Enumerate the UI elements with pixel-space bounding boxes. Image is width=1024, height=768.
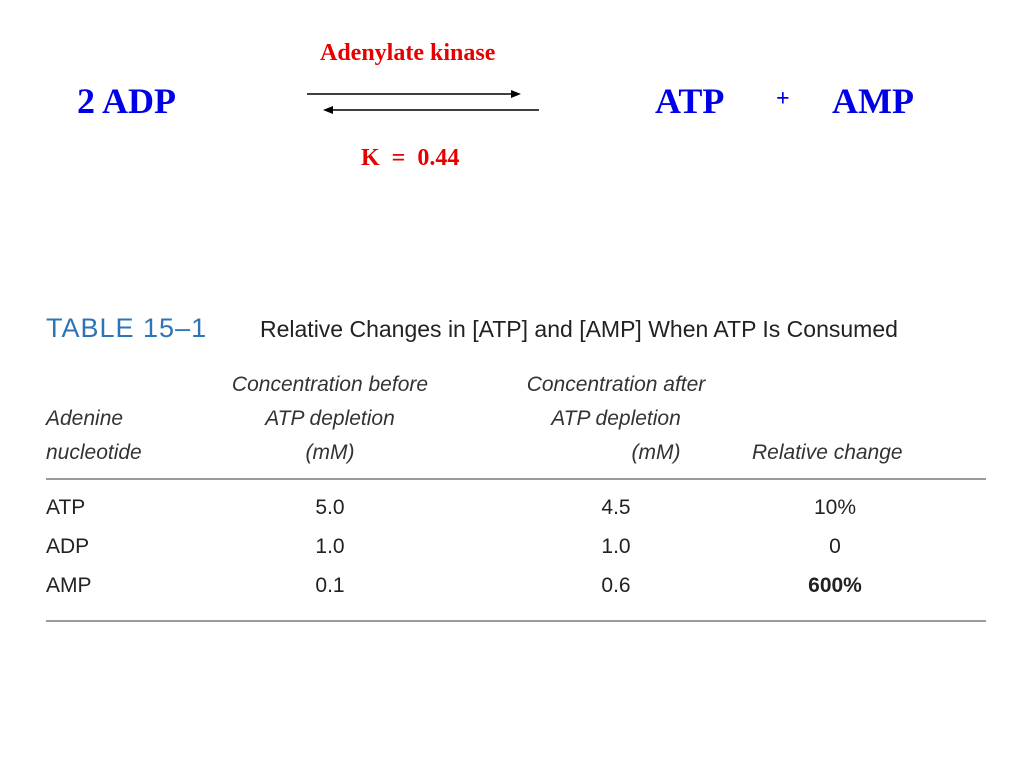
equilibrium-arrows-icon: [307, 90, 539, 114]
row-change-value: 600%: [808, 574, 862, 597]
row-change-value: 0: [829, 535, 841, 558]
header-after-line-1: Concentration after: [526, 373, 706, 396]
row-name: ATP: [46, 496, 86, 519]
header-before: Concentration before ATP depletion (mM): [200, 368, 460, 470]
row-name: ADP: [46, 535, 90, 558]
row-after-value: 0.6: [601, 574, 631, 597]
reactant-label: 2 ADP: [77, 81, 176, 121]
row-before-value: 1.0: [315, 535, 345, 558]
header-nucleotide-line-1: Adenine: [46, 407, 124, 430]
header-change: Relative change: [752, 441, 903, 464]
header-after-line-2: ATP depletion: [551, 407, 681, 430]
table-bottom-rule: [46, 620, 986, 622]
header-before-line-3: (mM): [305, 441, 355, 464]
enzyme-label: Adenylate kinase: [320, 40, 496, 66]
table-number: TABLE 15–1: [46, 313, 208, 343]
header-after-line-3: (mM): [631, 441, 681, 464]
row-after-value: 1.0: [601, 535, 631, 558]
row-change-value: 10%: [813, 496, 857, 519]
product-amp-label: AMP: [832, 81, 914, 121]
header-nucleotide: Adenine nucleotide: [46, 402, 196, 470]
table-caption: Relative Changes in [ATP] and [AMP] When…: [260, 316, 898, 342]
plus-sign: +: [776, 86, 790, 112]
row-before-value: 0.1: [315, 574, 345, 597]
header-nucleotide-line-2: nucleotide: [46, 441, 142, 464]
row-before-value: 5.0: [315, 496, 345, 519]
header-before-line-2: ATP depletion: [265, 407, 395, 430]
row-after-value: 4.5: [601, 496, 631, 519]
table-heading: TABLE 15–1 Relative Changes in [ATP] and …: [46, 313, 986, 344]
row-name: AMP: [46, 574, 92, 597]
equilibrium-constant: K = 0.44: [361, 145, 460, 171]
header-before-line-1: Concentration before: [231, 373, 429, 396]
table-top-rule: [46, 478, 986, 480]
product-atp-label: ATP: [655, 81, 725, 121]
header-after: Concentration after ATP depletion (mM): [486, 368, 746, 470]
